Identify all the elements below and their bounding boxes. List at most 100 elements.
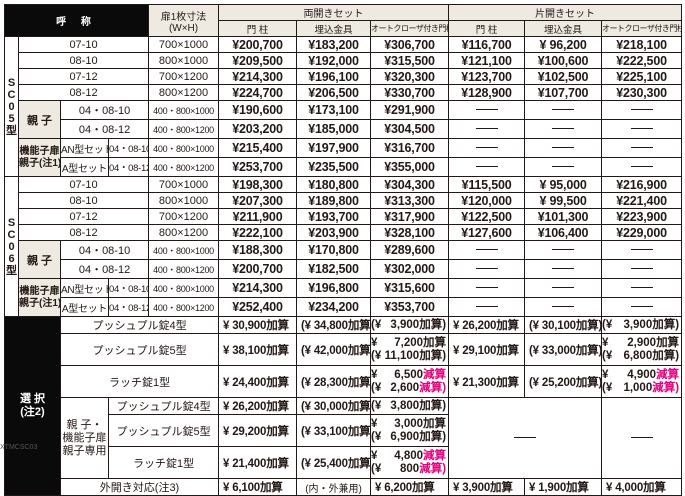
price-single-na xyxy=(601,100,683,120)
adjustment-line: (¥ 6,900加算) xyxy=(372,430,447,444)
operation: 加算) xyxy=(419,318,447,331)
price-single: ¥127,600 xyxy=(448,224,526,241)
price-double: ¥200,700 xyxy=(218,259,298,279)
price-double: ¥170,800 xyxy=(296,240,372,260)
kino-label: 機能子扉 親子(注1) xyxy=(18,278,61,317)
set-type: AN型セット xyxy=(60,138,109,158)
not-applicable-dash xyxy=(552,287,575,289)
oyako-label: 親 子 xyxy=(18,100,61,139)
yen-sign: ¥ xyxy=(371,336,378,349)
door-size: 700×1200 xyxy=(148,68,220,85)
door-size: 400・800×1200 xyxy=(148,157,220,177)
price-single-na xyxy=(601,297,683,317)
size-code: 04・08-10 xyxy=(107,138,150,158)
operation: 加算) xyxy=(652,318,680,331)
oyako-option-group: 親 子・ 機能子扉 親子専用 xyxy=(60,397,109,479)
price-double: ¥315,500 xyxy=(370,52,450,69)
option-double-autocloser: (¥ 3,800加算) xyxy=(370,397,450,415)
door-size: 800×1000 xyxy=(148,52,220,69)
price-double: ¥289,600 xyxy=(370,240,450,260)
price-single: ¥122,500 xyxy=(448,208,526,225)
adjustment-line: (¥ 800減算) xyxy=(371,462,447,476)
price-single-na xyxy=(524,138,603,158)
option-single-autocloser: ¥4,900減算 (¥ 1,000減算) xyxy=(601,365,683,398)
price-single: ¥216,900 xyxy=(601,176,683,193)
price-double: ¥182,500 xyxy=(296,259,372,279)
yen-sign: (¥ xyxy=(602,318,613,331)
price-double: ¥320,300 xyxy=(370,68,450,85)
table-row: 機能子扉 親子(注1) AN型セット 04・08-10 400・800×1000 ¥214… xyxy=(5,278,683,317)
option-double-autocloser: ¥4,800減算 (¥ 800減算) xyxy=(370,446,450,479)
price-single: ¥229,000 xyxy=(601,224,683,241)
price-double: ¥193,700 xyxy=(296,208,372,225)
size-header-line1: 扉1枚寸法 xyxy=(160,11,207,23)
operation: 加算) xyxy=(419,430,447,443)
price-double: ¥196,800 xyxy=(296,278,372,298)
price-single-na xyxy=(524,259,603,279)
table-row: 08-12 800×1200 ¥224,700 ¥206,500 ¥330,700 ¥12… xyxy=(5,84,683,101)
table-row: ラッチ錠1型 ¥ 24,400加算 (¥ 28,300加算) ¥6,500減算 (¥ 2,… xyxy=(5,365,683,398)
amount: 800 xyxy=(400,462,420,475)
not-applicable-dash xyxy=(475,268,498,270)
door-size: 400・800×1200 xyxy=(148,297,220,317)
price-single: ¥ 99,500 xyxy=(524,192,603,209)
col-autocloser-header: オートクローザ付き門柱 xyxy=(370,20,450,37)
price-double: ¥302,000 xyxy=(370,259,450,279)
door-size: 400・800×1000 xyxy=(148,278,220,298)
price-single: ¥106,400 xyxy=(524,224,603,241)
option-double-pillar: ¥ 30,900加算 xyxy=(218,316,298,334)
door-size: 800×1000 xyxy=(148,192,220,209)
option-double-pillar: ¥ 29,200加算 xyxy=(218,414,298,447)
price-double: ¥203,900 xyxy=(296,224,372,241)
group-line3: 親子専用 xyxy=(62,444,107,457)
price-double: ¥192,000 xyxy=(296,52,372,69)
yen-sign: (¥ xyxy=(371,399,382,412)
col-pillar-header: 門 柱 xyxy=(448,20,526,37)
option-double-autocloser: ¥7,200加算 (¥ 11,100加算) xyxy=(370,333,450,366)
price-single: ¥121,100 xyxy=(448,52,526,69)
adjustment-line: (¥ 3,900加算) xyxy=(372,318,447,332)
yen-sign: (¥ xyxy=(371,349,382,362)
not-applicable-dash xyxy=(475,249,498,251)
amount: 2,600 xyxy=(390,381,420,394)
adjustment-line: (¥ 3,900加算) xyxy=(602,318,680,332)
adjustment-line: (¥ 1,000減算) xyxy=(603,382,680,395)
price-double: ¥215,400 xyxy=(218,138,298,158)
outward-single-autocloser: ¥ 4,000加算 xyxy=(601,478,683,496)
operation: 加算 xyxy=(656,336,680,349)
size-code: 04・08-12 xyxy=(59,259,150,279)
price-single-na xyxy=(448,240,526,260)
price-single: ¥222,500 xyxy=(601,52,683,69)
select-label-line2: (注2) xyxy=(20,406,45,418)
kino-label-line1: 機能子扉 xyxy=(19,285,60,297)
kino-label-line2: 親子(注1) xyxy=(19,297,61,309)
option-single-autocloser: (¥ 3,900加算) xyxy=(601,316,683,334)
not-applicable-dash xyxy=(552,147,575,149)
set-type: A型セット xyxy=(60,157,109,177)
not-applicable-dash xyxy=(630,249,653,251)
door-size: 400・800×1200 xyxy=(148,119,220,139)
yen-sign: (¥ xyxy=(371,462,382,475)
operation: 加算) xyxy=(419,399,447,412)
not-applicable-dash xyxy=(552,166,575,168)
size-code: 04・08-10 xyxy=(107,278,150,298)
price-double: ¥353,700 xyxy=(370,297,450,317)
door-size: 400・800×1000 xyxy=(148,138,220,158)
select-label-line1: 選 択 xyxy=(19,393,46,405)
price-single: ¥123,700 xyxy=(448,68,526,85)
option-double-autocloser: (¥ 3,900加算) xyxy=(370,316,450,334)
price-single-na xyxy=(524,278,603,298)
option-single-pillar: ¥ 21,300加算 xyxy=(448,365,526,398)
price-double: ¥180,800 xyxy=(296,176,372,193)
size-code: 04・08-12 xyxy=(107,157,150,177)
not-applicable-dash xyxy=(552,306,575,308)
table-row: 外開き対応(注3) ¥ 6,100加算 (内・外兼用) ¥ 6,200加算 ¥ 3,90… xyxy=(5,478,683,496)
option-label: プッシュプル錠4型 xyxy=(107,397,220,415)
price-double: ¥188,300 xyxy=(218,240,298,260)
size-code: 04・08-12 xyxy=(59,119,150,139)
door-size: 800×1200 xyxy=(148,224,220,241)
yen-sign: (¥ xyxy=(602,349,613,362)
price-double: ¥330,700 xyxy=(370,84,450,101)
price-double: ¥291,900 xyxy=(370,100,450,120)
option-double-embedded: (¥ 28,300加算) xyxy=(296,365,372,398)
